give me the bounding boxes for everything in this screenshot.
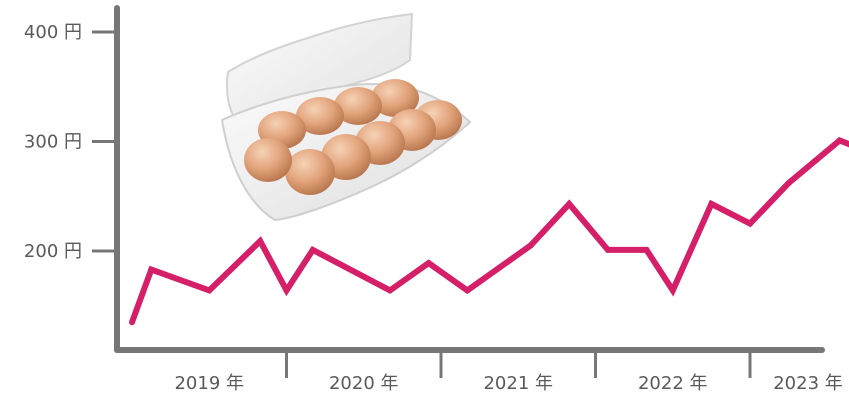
data-point bbox=[148, 266, 155, 273]
data-point bbox=[257, 238, 264, 245]
tick-labels: 200 円 300 円 400 円 2019 年 2020 年 2021 年 2022 年 2… bbox=[24, 22, 843, 394]
x-tick-label: 2019 年 bbox=[174, 373, 244, 394]
x-tick-label: 2020 年 bbox=[329, 373, 399, 394]
data-point bbox=[527, 242, 534, 249]
axes bbox=[114, 5, 825, 353]
data-point bbox=[669, 287, 676, 294]
data-point bbox=[836, 137, 843, 144]
x-tick-label: 2021 年 bbox=[483, 373, 553, 394]
data-point bbox=[708, 200, 715, 207]
series-line bbox=[129, 136, 849, 324]
data-point bbox=[747, 220, 753, 227]
data-point bbox=[604, 246, 611, 253]
y-tick-label: 400 円 bbox=[24, 22, 82, 43]
data-point bbox=[785, 180, 792, 187]
y-tick-label: 300 円 bbox=[24, 132, 82, 153]
data-point bbox=[309, 246, 316, 253]
egg-carton-illustration bbox=[220, 12, 472, 222]
data-point bbox=[387, 287, 393, 294]
eggs bbox=[244, 79, 462, 195]
egg bbox=[371, 79, 419, 117]
ticks bbox=[92, 30, 752, 378]
egg bbox=[244, 138, 292, 182]
data-point bbox=[643, 246, 650, 253]
x-tick-label: 2022 年 bbox=[638, 373, 708, 394]
data-point bbox=[283, 287, 290, 294]
data-point bbox=[206, 287, 213, 294]
egg bbox=[334, 87, 382, 125]
y-tick-label: 200 円 bbox=[24, 241, 82, 262]
data-point bbox=[129, 319, 135, 326]
x-tick-label: 2023 年 bbox=[773, 373, 843, 394]
series-layer bbox=[129, 136, 849, 326]
egg bbox=[296, 97, 344, 135]
data-point bbox=[425, 260, 432, 266]
egg bbox=[285, 149, 335, 195]
data-point bbox=[566, 200, 573, 207]
data-point bbox=[464, 287, 471, 294]
